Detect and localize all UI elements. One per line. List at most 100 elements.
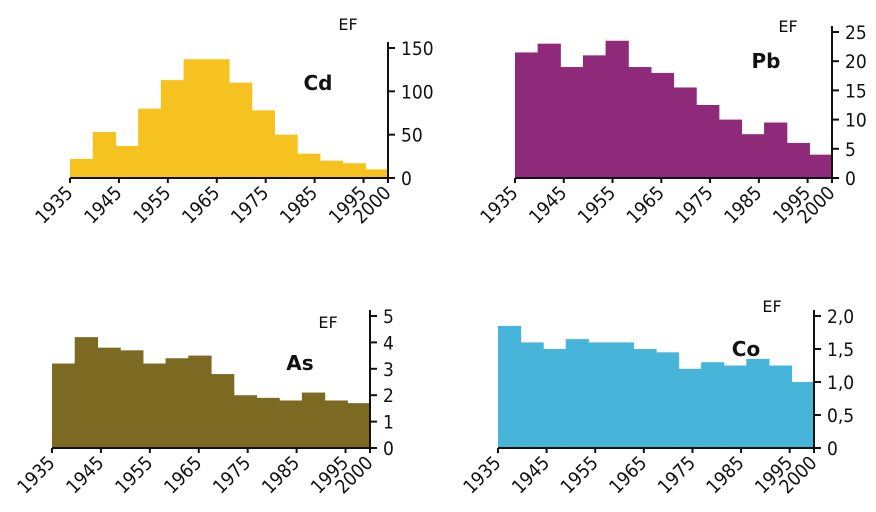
- bar: [701, 362, 725, 448]
- bar: [115, 145, 139, 178]
- x-tick-label: 1985: [720, 182, 766, 228]
- x-tick-label: 1955: [556, 452, 602, 498]
- x-tick-label: 1955: [129, 182, 175, 228]
- y-tick-label: 0,5: [827, 405, 854, 427]
- chart-co: 1935 1945 1955 1965 1975 1985 1995200000,51,01…: [459, 297, 854, 498]
- bar: [678, 368, 702, 448]
- bar: [605, 40, 629, 179]
- x-tick-label: 1955: [574, 182, 620, 228]
- x-tick-label: 1955: [111, 452, 157, 498]
- bar: [786, 142, 810, 178]
- bar: [188, 355, 212, 448]
- element-label: Co: [732, 337, 760, 361]
- bar: [696, 105, 720, 178]
- bar: [324, 400, 348, 448]
- bar: [723, 365, 747, 448]
- y-tick-label: 50: [401, 125, 423, 147]
- y-axis-label: EF: [318, 313, 337, 332]
- x-tick-label: 1945: [62, 452, 108, 498]
- bar: [537, 43, 561, 179]
- y-tick-label: 0: [827, 438, 838, 460]
- x-tick-label: 1935: [459, 452, 505, 498]
- y-axis-label: EF: [762, 297, 781, 316]
- bar: [138, 108, 162, 178]
- x-tick-label: 1945: [508, 452, 554, 498]
- bar: [274, 134, 298, 178]
- bar: [206, 59, 230, 178]
- bar: [301, 392, 326, 448]
- bar: [74, 337, 99, 448]
- bar: [183, 59, 207, 178]
- y-tick-label: 1,5: [827, 339, 854, 361]
- bar: [610, 342, 635, 448]
- y-tick-label: 15: [845, 80, 867, 102]
- bar: [791, 382, 815, 448]
- bar: [256, 397, 280, 448]
- bar: [768, 365, 793, 448]
- bar: [718, 119, 743, 178]
- y-tick-label: 20: [845, 51, 867, 73]
- x-tick-label: 1965: [605, 452, 651, 498]
- bar: [52, 363, 76, 448]
- bar: [70, 158, 94, 178]
- bar: [764, 122, 788, 178]
- x-tick-label: 1945: [80, 182, 126, 228]
- bar: [633, 349, 657, 448]
- x-tick-label: 1985: [702, 452, 748, 498]
- y-axis-label: EF: [338, 15, 357, 34]
- x-tick-label: 1975: [654, 452, 700, 498]
- bar: [92, 132, 117, 178]
- y-tick-label: 100: [401, 81, 434, 103]
- y-tick-label: 25: [845, 22, 867, 44]
- bar: [279, 400, 303, 448]
- bar: [233, 395, 258, 448]
- y-tick-label: 2: [383, 385, 394, 407]
- x-tick-label: 1935: [476, 182, 522, 228]
- bar: [365, 169, 389, 178]
- x-tick-label: 1935: [13, 452, 59, 498]
- element-label: Cd: [304, 71, 333, 95]
- y-axis-label: EF: [778, 17, 797, 36]
- y-tick-label: 1,0: [827, 372, 854, 394]
- bar: [746, 358, 770, 448]
- chart-cd: 1935 1945 1955 1965 1975 1985 1995200005010015…: [31, 15, 433, 228]
- y-tick-label: 0: [383, 438, 394, 460]
- x-tick-label: 1965: [160, 452, 206, 498]
- bar: [211, 374, 235, 448]
- y-tick-label: 2,0: [827, 306, 854, 328]
- bar: [543, 349, 567, 448]
- y-tick-label: 0: [401, 168, 412, 190]
- bar: [229, 82, 253, 178]
- y-tick-label: 3: [383, 359, 394, 381]
- x-tick-label: 1975: [227, 182, 273, 228]
- x-tick-label: 1965: [623, 182, 669, 228]
- y-tick-label: 4: [383, 332, 394, 354]
- bar: [560, 67, 584, 178]
- y-tick-label: 10: [845, 110, 867, 132]
- bar: [565, 339, 589, 448]
- bar: [588, 342, 612, 448]
- bar: [97, 347, 121, 448]
- y-tick-label: 150: [401, 38, 434, 60]
- x-tick-label: 1985: [258, 452, 304, 498]
- y-tick-label: 0: [845, 168, 856, 190]
- y-tick-label: 5: [383, 306, 394, 328]
- x-tick-label: 1975: [671, 182, 717, 228]
- bar: [673, 87, 697, 178]
- bar: [650, 72, 675, 178]
- bar: [628, 67, 652, 178]
- element-label: Pb: [752, 49, 781, 73]
- bar: [520, 342, 544, 448]
- chart-pb: 1935 1945 1955 1965 1975 1985 1995200005101520…: [476, 17, 867, 228]
- bar: [741, 134, 765, 178]
- element-label: As: [286, 351, 313, 375]
- bar: [347, 403, 371, 448]
- bar: [342, 163, 366, 178]
- x-tick-label: 1985: [276, 182, 322, 228]
- x-tick-label: 1965: [178, 182, 224, 228]
- bar: [582, 55, 607, 178]
- bar: [656, 352, 680, 448]
- bar: [498, 325, 522, 448]
- chart-as: 1935 1945 1955 1965 1975 1985 19952000012345EF…: [13, 306, 394, 498]
